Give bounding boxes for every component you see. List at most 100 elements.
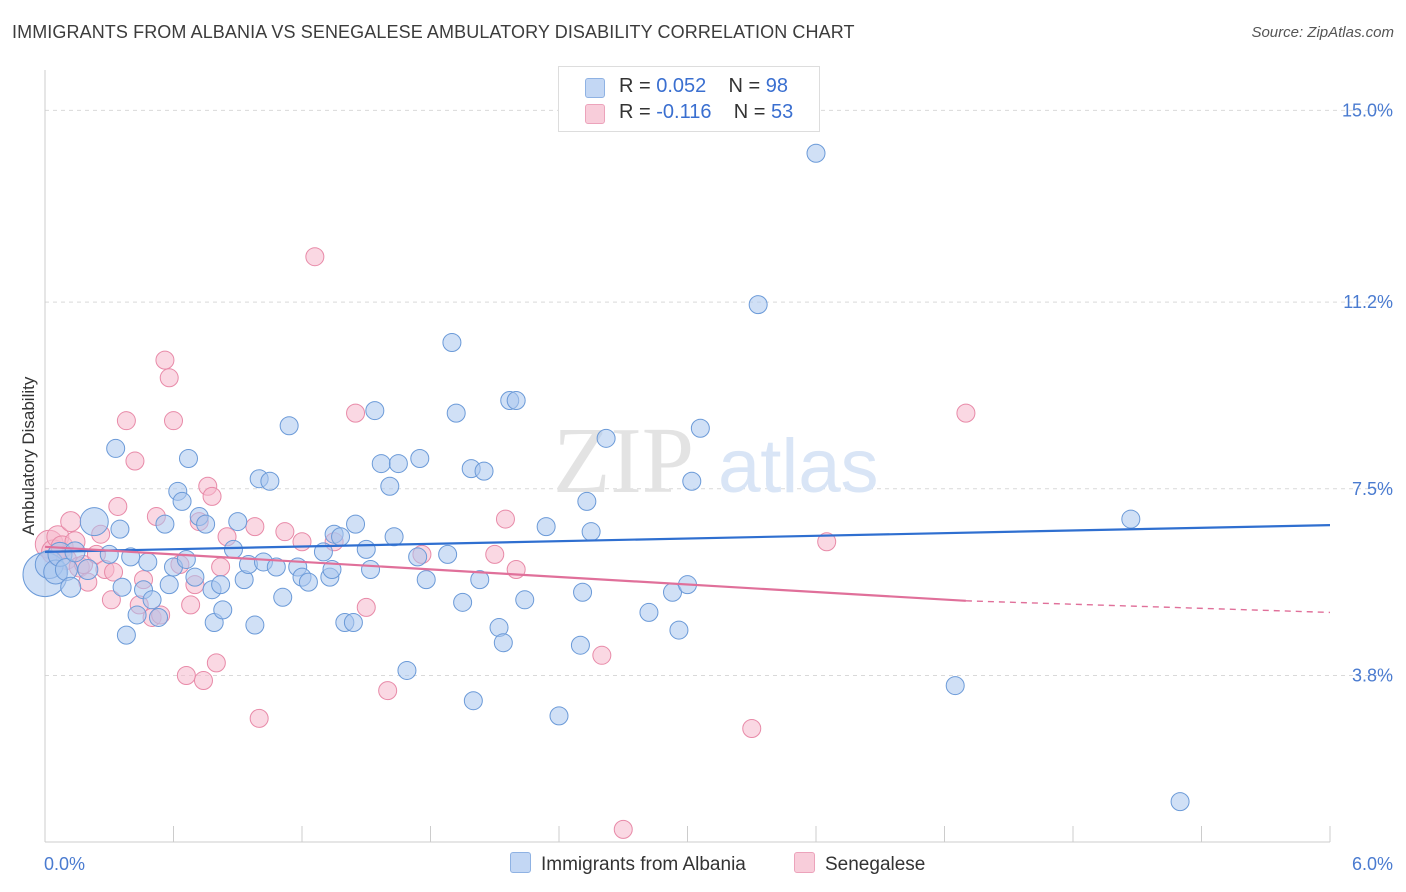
albania-point bbox=[388, 454, 408, 474]
albania-point bbox=[99, 544, 119, 564]
senegalese-point bbox=[292, 532, 312, 552]
senegalese-point bbox=[378, 681, 398, 701]
albania-point bbox=[361, 560, 381, 580]
albania-point bbox=[149, 607, 169, 627]
albania-point bbox=[371, 454, 391, 474]
albania-point bbox=[596, 428, 616, 448]
senegalese-point bbox=[275, 522, 295, 542]
albania-point bbox=[470, 570, 490, 590]
albania-point bbox=[384, 527, 404, 547]
albania-point bbox=[228, 512, 248, 532]
senegalese-point bbox=[176, 665, 196, 685]
albania-point bbox=[463, 691, 483, 711]
legend-r-label: R = bbox=[619, 75, 651, 97]
x-tick-label: 6.0% bbox=[1352, 854, 1393, 874]
albania-point bbox=[223, 539, 243, 559]
senegalese-point bbox=[495, 509, 515, 529]
legend-item-albania: Immigrants from Albania bbox=[510, 852, 746, 876]
senegalese-point bbox=[155, 350, 175, 370]
senegalese-point bbox=[125, 451, 145, 471]
albania-point bbox=[573, 582, 593, 602]
albania-point bbox=[178, 449, 198, 469]
albania-point bbox=[260, 471, 280, 491]
albania-point bbox=[639, 602, 659, 622]
legend-label-senegalese: Senegalese bbox=[825, 854, 926, 875]
albania-point bbox=[356, 539, 376, 559]
senegalese-point bbox=[817, 532, 837, 552]
y-tick-label: 7.5% bbox=[1352, 479, 1393, 499]
albania-point bbox=[748, 295, 768, 315]
senegalese-point bbox=[346, 403, 366, 423]
albania-point bbox=[410, 449, 430, 469]
albania-point bbox=[506, 390, 526, 410]
albania-point bbox=[536, 517, 556, 537]
senegalese-point bbox=[164, 411, 183, 431]
senegalese-point bbox=[305, 247, 325, 267]
legend-swatch-albania bbox=[510, 852, 531, 873]
albania-point bbox=[176, 549, 196, 569]
albania-point bbox=[279, 416, 299, 436]
albania-trend-line bbox=[44, 524, 1331, 553]
watermark-atlas: atlas bbox=[718, 424, 879, 509]
axes-layer bbox=[44, 70, 1331, 843]
albania-point bbox=[669, 620, 689, 640]
albania-point bbox=[442, 332, 462, 352]
albania-point bbox=[1170, 792, 1190, 812]
chart-title: IMMIGRANTS FROM ALBANIA VS SENEGALESE AM… bbox=[12, 22, 855, 42]
albania-point bbox=[106, 438, 126, 458]
y-axis-label: Ambulatory Disability bbox=[19, 376, 38, 535]
albania-point bbox=[322, 560, 342, 580]
albania-point bbox=[945, 676, 965, 696]
senegalese-point bbox=[206, 653, 226, 673]
senegalese-point bbox=[592, 645, 612, 665]
albania-point bbox=[453, 592, 473, 612]
albania-point bbox=[213, 600, 233, 620]
albania-point bbox=[474, 461, 494, 481]
albania-point bbox=[690, 418, 710, 438]
senegalese-point bbox=[202, 486, 222, 506]
albania-point bbox=[60, 576, 82, 598]
albania-point bbox=[343, 613, 363, 633]
legend-n-value: 98 bbox=[765, 75, 789, 97]
albania-point bbox=[266, 557, 286, 577]
senegalese-trend-line bbox=[44, 545, 966, 602]
albania-point bbox=[397, 660, 417, 680]
senegalese-point bbox=[245, 517, 265, 537]
albania-point bbox=[196, 514, 216, 534]
y-tick-label: 11.2% bbox=[1343, 292, 1393, 312]
stats-legend: R = 0.052 N = 98 R = -0.116 N = 53 bbox=[558, 66, 820, 132]
senegalese-point bbox=[60, 511, 82, 533]
legend-n-label: N = bbox=[728, 75, 761, 97]
albania-point bbox=[570, 635, 590, 655]
albania-point bbox=[155, 514, 175, 534]
albania-point bbox=[211, 575, 231, 595]
albania-point bbox=[245, 615, 265, 635]
albania-point bbox=[273, 587, 293, 607]
albania-point bbox=[408, 547, 428, 567]
albania-point bbox=[581, 522, 601, 542]
points-layer bbox=[22, 143, 1190, 839]
senegalese-point bbox=[116, 411, 136, 431]
x-tick-label: 0.0% bbox=[44, 854, 85, 874]
y-tick-label: 3.8% bbox=[1352, 665, 1393, 685]
senegalese-point bbox=[101, 590, 121, 610]
watermark-zip: ZIP bbox=[553, 409, 694, 513]
legend-n-label: N = bbox=[733, 101, 766, 123]
y-tick-label: 15.0% bbox=[1342, 100, 1393, 120]
albania-point bbox=[79, 507, 109, 537]
albania-point bbox=[365, 401, 385, 421]
senegalese-point bbox=[181, 595, 201, 615]
source-label: Source: ZipAtlas.com bbox=[1251, 24, 1394, 41]
senegalese-point bbox=[193, 671, 213, 691]
tick-labels: 3.8% 7.5% 11.2% 15.0% 0.0% 6.0% bbox=[44, 100, 1393, 874]
albania-point bbox=[313, 542, 333, 562]
albania-point bbox=[1121, 509, 1141, 529]
legend-swatch-senegalese bbox=[794, 852, 815, 873]
senegalese-trend-extension bbox=[965, 600, 1331, 614]
legend-swatch-albania bbox=[585, 78, 605, 98]
trend-layer bbox=[44, 524, 1331, 614]
albania-point bbox=[77, 559, 99, 581]
senegalese-point bbox=[104, 562, 124, 582]
albania-point bbox=[185, 567, 205, 587]
